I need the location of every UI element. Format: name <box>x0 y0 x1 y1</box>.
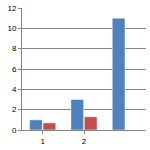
svg-text:4: 4 <box>12 85 17 94</box>
svg-text:6: 6 <box>12 65 17 74</box>
svg-text:0: 0 <box>12 126 17 135</box>
svg-text:10: 10 <box>7 24 16 33</box>
svg-text:12: 12 <box>7 4 16 13</box>
svg-text:8: 8 <box>12 44 17 53</box>
svg-text:2: 2 <box>12 105 17 114</box>
svg-text:2: 2 <box>82 137 87 146</box>
svg-text:1: 1 <box>40 137 45 146</box>
